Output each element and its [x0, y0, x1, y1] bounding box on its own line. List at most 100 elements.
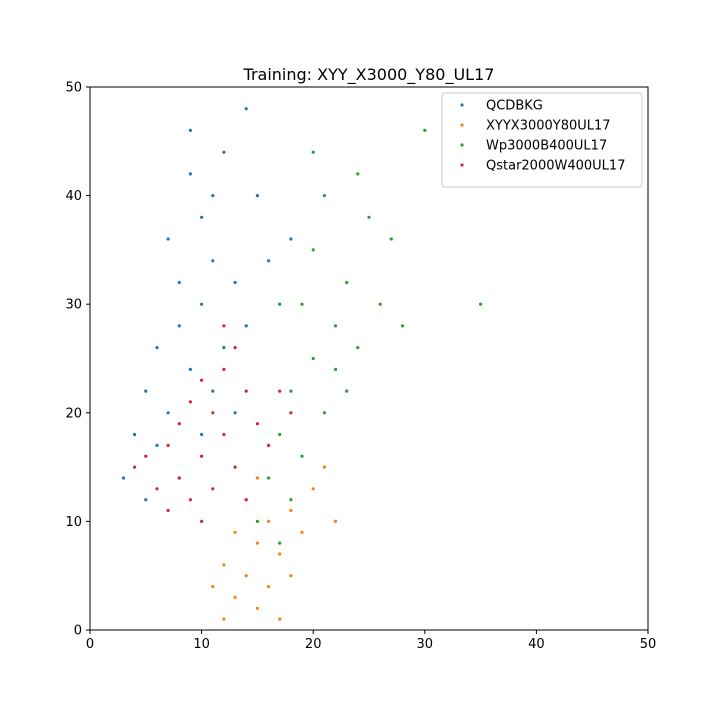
point-1-19 [222, 617, 226, 621]
point-1-6 [289, 508, 293, 513]
point-1-0 [255, 541, 259, 545]
point-1-9 [300, 530, 304, 534]
point-2-13 [300, 454, 304, 458]
point-3-4 [188, 498, 192, 502]
point-0-26 [244, 107, 248, 111]
legend: QCDBKG XYYX3000Y80UL17 Wp3000B400UL17 Qstar… [441, 92, 643, 188]
point-0-7 [200, 215, 204, 219]
series-2 [255, 128, 483, 545]
y-tick-label-4: 40 [65, 189, 82, 204]
point-0-4 [166, 411, 170, 415]
point-3-16 [233, 346, 237, 350]
point-1-1 [244, 574, 248, 578]
points-layer [121, 107, 483, 621]
point-2-12 [333, 367, 338, 371]
plot-frame [89, 86, 649, 631]
point-2-18 [311, 150, 315, 154]
point-0-17 [222, 150, 226, 154]
point-1-13 [278, 617, 282, 621]
point-0-12 [244, 324, 248, 328]
point-1-17 [255, 476, 259, 480]
legend-label-3: Qstar2000W400UL17 [486, 159, 625, 174]
point-0-24 [177, 280, 181, 285]
x-tick-label-5: 50 [640, 637, 657, 652]
legend-label-2: Wp3000B400UL17 [486, 139, 607, 154]
point-3-14 [211, 487, 215, 491]
point-0-13 [211, 389, 215, 393]
series-0 [121, 107, 293, 502]
y-tick-label-0: 0 [74, 624, 82, 639]
series-3 [133, 324, 293, 524]
point-1-12 [233, 530, 237, 534]
point-2-8 [356, 346, 360, 350]
point-2-17 [389, 237, 393, 241]
point-3-6 [166, 443, 170, 447]
point-0-28 [289, 237, 293, 241]
point-2-21 [356, 172, 360, 176]
point-1-15 [211, 585, 215, 589]
y-tick-label-5: 50 [65, 81, 82, 96]
point-3-9 [222, 367, 226, 371]
legend-marker-3 [460, 163, 464, 167]
legend-marker-1 [460, 123, 464, 127]
x-tick-label-3: 30 [417, 637, 434, 652]
point-3-24 [200, 378, 204, 382]
point-1-11 [311, 487, 315, 491]
point-0-19 [200, 432, 204, 437]
y-tick-label-1: 10 [65, 515, 82, 530]
point-2-0 [311, 356, 315, 361]
point-3-17 [177, 422, 181, 426]
point-1-16 [333, 519, 338, 524]
point-2-22 [423, 128, 427, 132]
point-0-5 [155, 443, 159, 447]
point-2-11 [367, 215, 371, 219]
point-1-4 [278, 552, 282, 556]
chart-title: Training: XYY_X3000_Y80_UL17 [243, 65, 495, 85]
point-0-1 [177, 324, 181, 328]
point-1-3 [233, 595, 237, 600]
point-3-20 [244, 498, 248, 502]
point-3-7 [244, 389, 248, 393]
point-2-23 [479, 302, 483, 306]
point-3-15 [188, 400, 192, 404]
point-3-3 [211, 411, 215, 415]
point-0-21 [121, 476, 126, 480]
point-3-19 [133, 465, 137, 469]
point-2-5 [278, 432, 282, 437]
axes-layer: 0 10 20 30 40 50 0 10 20 30 40 50 [65, 81, 656, 653]
point-0-16 [133, 432, 137, 437]
point-1-18 [289, 574, 293, 578]
point-2-4 [322, 411, 326, 415]
point-1-5 [222, 563, 226, 567]
x-tick-label-2: 20 [305, 637, 322, 652]
point-1-8 [267, 585, 271, 589]
point-2-2 [333, 324, 338, 328]
point-0-23 [278, 302, 282, 306]
point-0-11 [144, 498, 148, 502]
point-2-15 [322, 194, 326, 198]
point-3-12 [144, 454, 148, 458]
point-2-20 [400, 324, 405, 328]
point-3-21 [222, 324, 226, 328]
y-tick-label-3: 30 [65, 298, 82, 313]
point-0-22 [233, 411, 237, 415]
point-3-18 [278, 389, 282, 393]
point-0-15 [155, 346, 159, 350]
point-0-6 [222, 346, 226, 350]
point-0-27 [211, 194, 215, 198]
point-1-2 [267, 519, 271, 524]
point-2-19 [255, 519, 259, 524]
point-2-6 [345, 280, 349, 285]
point-0-2 [200, 302, 204, 306]
point-3-1 [222, 432, 226, 437]
x-tick-label-4: 40 [528, 637, 545, 652]
point-2-7 [311, 248, 315, 252]
point-3-10 [200, 519, 204, 524]
point-3-2 [177, 476, 181, 480]
point-1-14 [322, 465, 326, 469]
point-3-11 [255, 422, 259, 426]
y-tick-label-2: 20 [65, 406, 82, 421]
point-2-10 [267, 476, 271, 480]
point-0-14 [267, 259, 271, 263]
